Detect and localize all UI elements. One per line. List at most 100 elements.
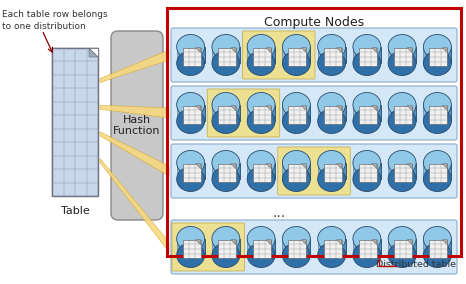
FancyBboxPatch shape [247, 239, 257, 255]
FancyBboxPatch shape [253, 164, 271, 182]
Ellipse shape [353, 151, 381, 175]
FancyBboxPatch shape [429, 106, 447, 124]
FancyBboxPatch shape [282, 47, 292, 63]
Text: Distributed table: Distributed table [376, 260, 456, 269]
Ellipse shape [177, 227, 205, 251]
Polygon shape [442, 240, 447, 245]
Text: Each table row belongs
to one distribution: Each table row belongs to one distributi… [2, 10, 108, 31]
FancyBboxPatch shape [212, 239, 240, 255]
Ellipse shape [353, 93, 381, 117]
Ellipse shape [177, 51, 205, 76]
FancyBboxPatch shape [359, 240, 377, 258]
FancyBboxPatch shape [424, 105, 452, 121]
FancyBboxPatch shape [318, 239, 346, 255]
Ellipse shape [388, 167, 416, 191]
FancyBboxPatch shape [394, 106, 412, 124]
Ellipse shape [247, 167, 275, 191]
Text: Table: Table [61, 206, 89, 216]
FancyBboxPatch shape [177, 105, 186, 121]
FancyBboxPatch shape [359, 106, 377, 124]
FancyBboxPatch shape [318, 239, 328, 255]
Ellipse shape [282, 167, 310, 191]
FancyBboxPatch shape [353, 105, 381, 121]
Polygon shape [372, 48, 377, 53]
Ellipse shape [424, 109, 452, 133]
Polygon shape [266, 240, 271, 245]
Polygon shape [196, 240, 201, 245]
Ellipse shape [424, 51, 452, 76]
FancyBboxPatch shape [288, 240, 307, 258]
Polygon shape [196, 48, 201, 53]
FancyBboxPatch shape [177, 47, 186, 63]
FancyBboxPatch shape [353, 239, 381, 255]
FancyBboxPatch shape [388, 105, 398, 121]
Polygon shape [442, 106, 447, 111]
Polygon shape [231, 164, 236, 169]
FancyBboxPatch shape [323, 48, 342, 66]
Polygon shape [100, 132, 169, 176]
FancyBboxPatch shape [323, 164, 342, 182]
FancyBboxPatch shape [424, 239, 433, 255]
FancyBboxPatch shape [177, 239, 186, 255]
FancyBboxPatch shape [212, 105, 240, 121]
FancyBboxPatch shape [353, 47, 381, 63]
FancyBboxPatch shape [429, 240, 447, 258]
Ellipse shape [318, 34, 346, 59]
Text: Compute Nodes: Compute Nodes [264, 16, 364, 29]
FancyBboxPatch shape [212, 239, 222, 255]
FancyBboxPatch shape [353, 163, 381, 179]
FancyBboxPatch shape [424, 163, 433, 179]
Ellipse shape [424, 151, 452, 175]
Ellipse shape [212, 227, 240, 251]
Ellipse shape [212, 93, 240, 117]
Ellipse shape [282, 151, 310, 175]
FancyBboxPatch shape [288, 106, 307, 124]
Polygon shape [266, 164, 271, 169]
FancyBboxPatch shape [318, 47, 346, 63]
Polygon shape [302, 240, 307, 245]
Ellipse shape [212, 34, 240, 59]
FancyBboxPatch shape [247, 163, 275, 179]
Ellipse shape [282, 109, 310, 133]
FancyBboxPatch shape [318, 47, 328, 63]
Polygon shape [196, 106, 201, 111]
FancyBboxPatch shape [247, 47, 275, 63]
Ellipse shape [177, 93, 205, 117]
Polygon shape [442, 164, 447, 169]
FancyBboxPatch shape [318, 163, 328, 179]
Ellipse shape [282, 243, 310, 268]
Polygon shape [231, 240, 236, 245]
Ellipse shape [212, 167, 240, 191]
Ellipse shape [388, 151, 416, 175]
Polygon shape [336, 48, 342, 53]
Polygon shape [407, 240, 412, 245]
Polygon shape [407, 106, 412, 111]
FancyBboxPatch shape [424, 47, 452, 63]
FancyBboxPatch shape [323, 106, 342, 124]
FancyBboxPatch shape [288, 48, 307, 66]
Polygon shape [89, 48, 98, 57]
Polygon shape [231, 106, 236, 111]
FancyBboxPatch shape [253, 48, 271, 66]
FancyBboxPatch shape [247, 239, 275, 255]
FancyBboxPatch shape [388, 239, 416, 255]
FancyBboxPatch shape [218, 164, 236, 182]
Polygon shape [372, 240, 377, 245]
FancyBboxPatch shape [353, 163, 363, 179]
Ellipse shape [282, 93, 310, 117]
FancyBboxPatch shape [212, 47, 240, 63]
FancyBboxPatch shape [353, 47, 363, 63]
Ellipse shape [247, 51, 275, 76]
FancyBboxPatch shape [323, 240, 342, 258]
FancyBboxPatch shape [282, 239, 292, 255]
FancyBboxPatch shape [111, 31, 163, 220]
FancyBboxPatch shape [388, 163, 416, 179]
Ellipse shape [247, 34, 275, 59]
Polygon shape [407, 164, 412, 169]
Ellipse shape [282, 227, 310, 251]
FancyBboxPatch shape [218, 106, 236, 124]
Ellipse shape [177, 34, 205, 59]
FancyBboxPatch shape [318, 105, 328, 121]
Ellipse shape [424, 243, 452, 268]
Ellipse shape [282, 34, 310, 59]
